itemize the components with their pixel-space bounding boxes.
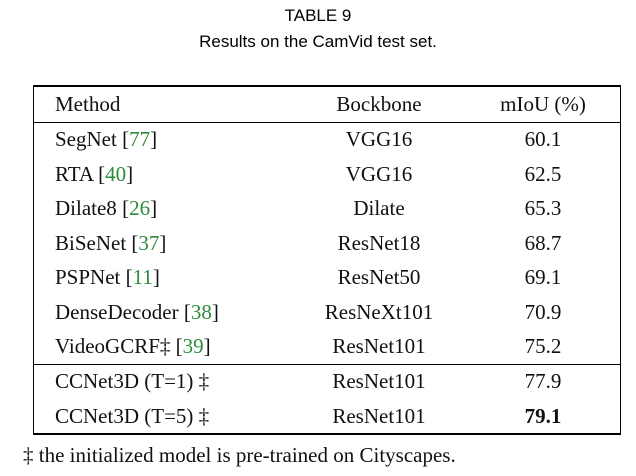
method-name: SegNet [55, 127, 117, 151]
table-row-miou: 65.3 [524, 196, 562, 220]
table-row-backbone: VGG16 [345, 127, 413, 151]
method-name: RTA [55, 162, 93, 186]
citation-link[interactable]: 26 [129, 196, 151, 220]
table-row-backbone: VGG16 [345, 162, 413, 186]
citation-link[interactable]: 11 [132, 265, 153, 289]
header-rule [33, 122, 621, 123]
group-rule [33, 364, 621, 365]
method-name: CCNet3D (T=5) ‡ [55, 404, 210, 428]
table-row-backbone: Dilate [353, 196, 405, 220]
method-name: BiSeNet [55, 231, 127, 255]
header-miou: mIoU (%) [500, 92, 586, 116]
table-row-miou: 75.2 [524, 334, 562, 358]
table-row-backbone: ResNet101 [332, 404, 426, 428]
table-row-method: RTA [40] [55, 162, 134, 186]
bottom-rule [33, 433, 621, 435]
table-row-miou: 68.7 [524, 231, 562, 255]
method-name: DenseDecoder [55, 300, 179, 324]
method-name: VideoGCRF‡ [55, 334, 171, 358]
table-row-method: VideoGCRF‡ [39] [55, 334, 211, 358]
top-rule [33, 85, 621, 87]
table-row-method: CCNet3D (T=5) ‡ [55, 406, 209, 427]
footnote: ‡ the initialized model is pre-trained o… [23, 443, 456, 467]
table-row-method: Dilate8 [26] [55, 196, 158, 220]
citation-link[interactable]: 39 [182, 334, 204, 358]
table-row-method: BiSeNet [37] [55, 231, 167, 255]
header-method: Method [55, 92, 121, 116]
table-caption: Results on the CamVid test set. [199, 32, 437, 51]
citation-link[interactable]: 77 [129, 127, 151, 151]
citation-link[interactable]: 40 [105, 162, 127, 186]
left-border [33, 85, 35, 434]
citation-link[interactable]: 37 [138, 231, 160, 255]
table-row-method: PSPNet [11] [55, 265, 160, 289]
method-name: PSPNet [55, 265, 121, 289]
table-row-backbone: ResNeXt101 [324, 300, 434, 324]
table-row-miou: 77.9 [524, 369, 562, 393]
table-label: TABLE 9 [284, 6, 352, 25]
table-row-method: CCNet3D (T=1) ‡ [55, 371, 209, 392]
header-backbone: Bockbone [336, 92, 422, 116]
method-name: Dilate8 [55, 196, 117, 220]
table-row-miou: 60.1 [524, 127, 562, 151]
table-row-miou: 62.5 [524, 162, 562, 186]
method-name: CCNet3D (T=1) ‡ [55, 369, 210, 393]
right-border [620, 85, 622, 434]
table-row-backbone: ResNet101 [332, 369, 426, 393]
table-row-backbone: ResNet18 [337, 231, 421, 255]
table-row-miou: 70.9 [524, 300, 562, 324]
citation-link[interactable]: 38 [190, 300, 212, 324]
table-row-method: SegNet [77] [55, 127, 158, 151]
table-row-miou: 79.1 [524, 404, 562, 428]
table-row-miou: 69.1 [524, 265, 562, 289]
table-row-method: DenseDecoder [38] [55, 300, 219, 324]
table-row-backbone: ResNet50 [337, 265, 421, 289]
table-row-backbone: ResNet101 [332, 334, 426, 358]
results-table: Method Bockbone mIoU (%) SegNet [77] VGG1… [33, 85, 622, 435]
